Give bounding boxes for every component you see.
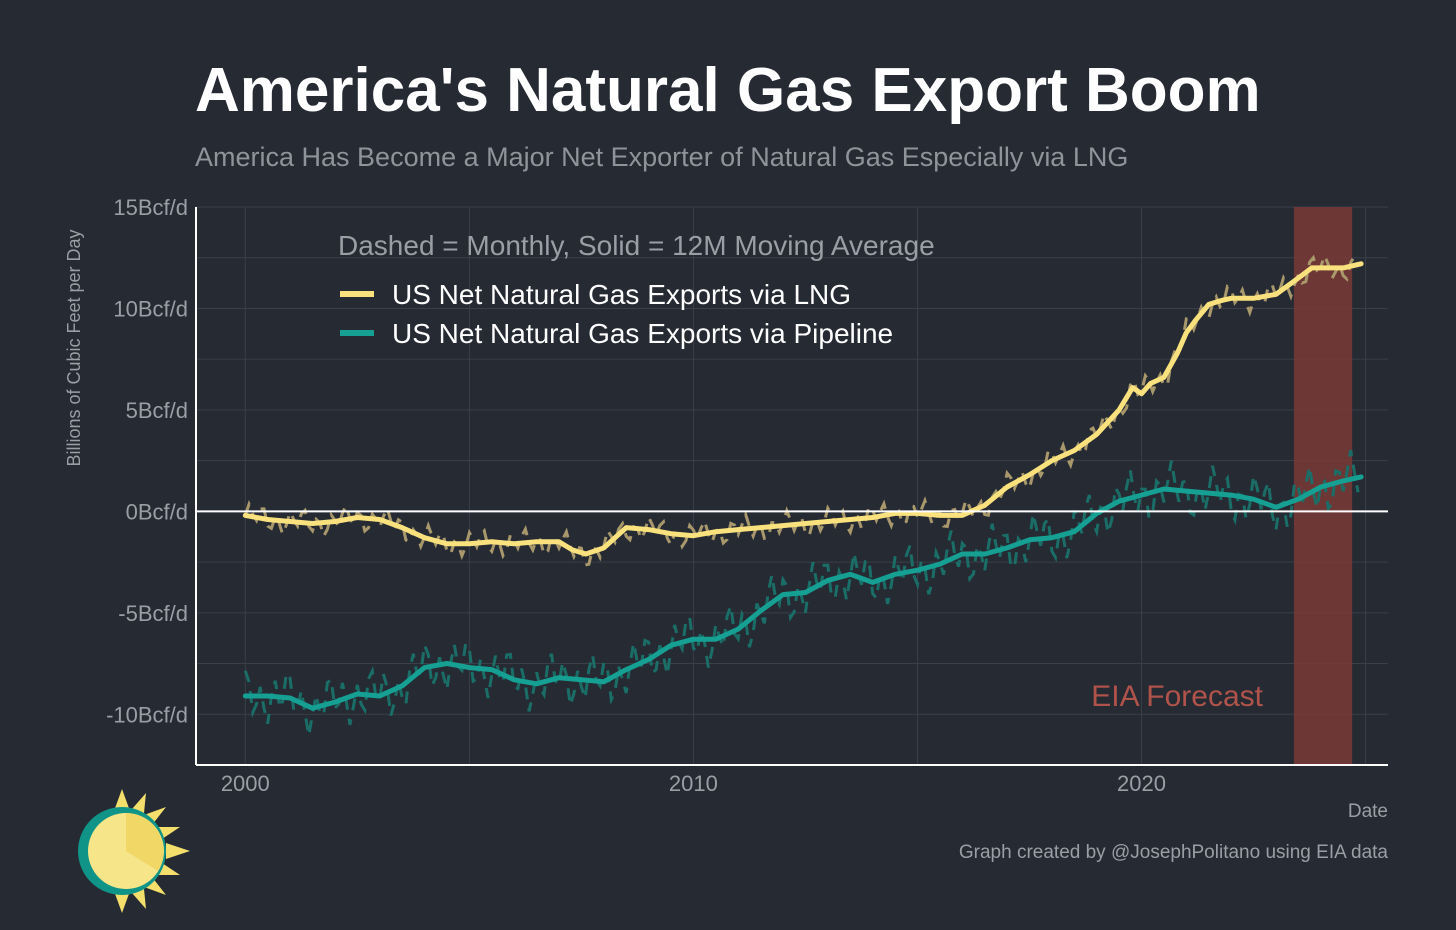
legend-note: Dashed = Monthly, Solid = 12M Moving Ave… — [338, 230, 935, 261]
series-line-pipeline — [242, 474, 1364, 711]
sun-logo-icon — [78, 789, 190, 913]
y-tick-label: 0Bcf/d — [126, 499, 188, 524]
forecast-label: EIA Forecast — [1091, 680, 1263, 713]
x-tick-label: 2000 — [221, 771, 270, 796]
series-line-lng — [242, 261, 1364, 557]
legend: Dashed = Monthly, Solid = 12M Moving Ave… — [338, 230, 935, 349]
y-axis-title: Billions of Cubic Feet per Day — [64, 229, 84, 466]
chart-title: America's Natural Gas Export Boom — [195, 56, 1261, 125]
y-tick-label: -10Bcf/d — [106, 702, 188, 727]
legend-label-pipeline: US Net Natural Gas Exports via Pipeline — [392, 318, 893, 349]
legend-label-lng: US Net Natural Gas Exports via LNG — [392, 279, 851, 310]
y-tick-label: -5Bcf/d — [118, 601, 188, 626]
x-tick-label: 2010 — [669, 771, 718, 796]
chart-caption: Graph created by @JosephPolitano using E… — [958, 842, 1388, 863]
y-tick-label: 15Bcf/d — [113, 195, 188, 220]
axis-layer — [195, 207, 1388, 766]
y-tick-label: 5Bcf/d — [126, 398, 188, 423]
x-axis-title: Date — [1348, 801, 1388, 822]
y-tick-label: 10Bcf/d — [113, 296, 188, 321]
series-layer — [242, 251, 1364, 736]
x-tick-label: 2020 — [1117, 771, 1166, 796]
chart-subtitle: America Has Become a Major Net Exporter … — [195, 142, 1129, 172]
tick-label-layer: -10Bcf/d -5Bcf/d 0Bcf/d 5Bcf/d 10Bcf/d 15Bcf/… — [106, 195, 1166, 796]
series-monthly-pipeline — [243, 450, 1360, 736]
